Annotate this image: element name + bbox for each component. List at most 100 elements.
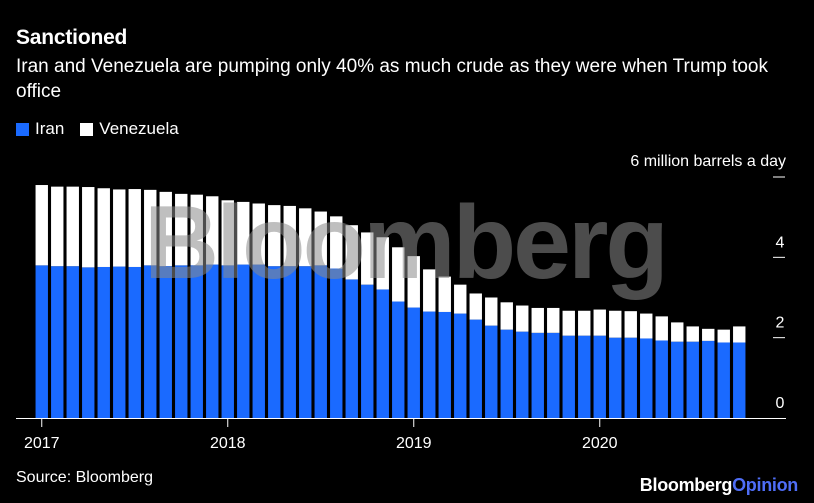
- bar-iran-37: [609, 337, 622, 418]
- brand-main: Bloomberg: [639, 475, 733, 495]
- bar-iran-38: [624, 337, 637, 418]
- bar-iran-16: [283, 266, 296, 418]
- brand-logo: BloombergOpinion: [639, 475, 799, 496]
- bar-iran-17: [299, 266, 312, 418]
- bar-venezuela-9: [175, 193, 188, 266]
- bar-iran-27: [454, 313, 467, 418]
- bar-venezuela-4: [97, 188, 110, 267]
- bar-venezuela-37: [609, 310, 622, 338]
- bar-venezuela-20: [345, 225, 358, 280]
- y-tick-label-0: 0: [776, 395, 785, 412]
- bar-iran-6: [128, 266, 141, 418]
- bar-venezuela-31: [516, 305, 529, 332]
- bar-iran-20: [345, 279, 358, 418]
- bar-iran-0: [35, 265, 48, 418]
- bar-venezuela-40: [655, 316, 668, 341]
- source-note: Source: Bloomberg: [16, 469, 153, 486]
- bar-venezuela-5: [113, 189, 126, 267]
- bar-iran-32: [531, 332, 544, 418]
- chart-subtitle: Iran and Venezuela are pumping only 40% …: [16, 56, 768, 102]
- bar-venezuela-19: [330, 216, 343, 269]
- bar-venezuela-10: [190, 194, 203, 266]
- bar-venezuela-2: [66, 186, 79, 267]
- bar-iran-21: [361, 284, 374, 418]
- x-tick-label-2018: 2018: [210, 435, 246, 452]
- bar-venezuela-41: [671, 322, 684, 342]
- bar-iran-29: [485, 325, 498, 418]
- legend-item-iran: Iran: [16, 119, 64, 139]
- bar-iran-10: [190, 265, 203, 418]
- bar-iran-24: [407, 307, 420, 418]
- bar-iran-1: [51, 266, 64, 418]
- bar-venezuela-33: [547, 307, 560, 333]
- bar-iran-28: [469, 319, 482, 418]
- bar-venezuela-35: [578, 310, 591, 336]
- bar-iran-19: [330, 268, 343, 418]
- brand-accent: Opinion: [732, 475, 798, 495]
- bar-iran-7: [144, 265, 157, 418]
- x-tick-label-2017: 2017: [24, 435, 60, 452]
- bar-iran-43: [702, 340, 715, 418]
- bar-venezuela-24: [407, 256, 420, 308]
- bar-venezuela-44: [717, 329, 730, 343]
- legend-item-venezuela: Venezuela: [80, 119, 179, 139]
- bar-venezuela-14: [252, 203, 265, 265]
- bar-iran-3: [82, 267, 95, 419]
- bar-iran-25: [423, 311, 436, 418]
- watermark-logo: Bloomberg: [144, 185, 666, 301]
- bar-venezuela-11: [206, 196, 219, 265]
- bar-venezuela-6: [128, 189, 141, 267]
- bar-venezuela-12: [221, 200, 234, 266]
- y-tick-label-4: 4: [776, 234, 785, 251]
- bar-venezuela-25: [423, 269, 436, 312]
- legend-swatch-venezuela: [80, 122, 94, 136]
- bar-iran-34: [562, 335, 575, 418]
- bar-venezuela-36: [593, 309, 606, 336]
- bar-venezuela-23: [392, 247, 405, 302]
- bar-iran-22: [376, 289, 389, 418]
- bar-venezuela-34: [562, 310, 575, 336]
- bar-venezuela-0: [35, 185, 48, 266]
- bar-venezuela-42: [686, 326, 699, 342]
- bar-iran-14: [252, 264, 265, 418]
- bar-iran-30: [500, 329, 513, 418]
- bar-venezuela-38: [624, 311, 637, 338]
- bar-iran-15: [268, 266, 281, 418]
- bar-iran-13: [237, 264, 250, 418]
- y-axis: 0 2 4 6 million barrels a day: [630, 153, 786, 412]
- y-unit-label: 6 million barrels a day: [630, 153, 786, 170]
- x-tick-label-2019: 2019: [396, 435, 432, 452]
- bar-iran-33: [547, 332, 560, 418]
- bar-venezuela-45: [733, 326, 746, 343]
- bar-venezuela-26: [438, 276, 451, 312]
- bar-venezuela-18: [314, 211, 327, 266]
- bar-iran-12: [221, 265, 234, 418]
- bars-group: [35, 185, 746, 419]
- bar-iran-26: [438, 311, 451, 418]
- bar-iran-2: [66, 266, 79, 418]
- x-axis: 2017 2018 2019 2020: [24, 418, 618, 452]
- legend-swatch-iran: [16, 122, 29, 136]
- bar-venezuela-13: [237, 201, 250, 265]
- bar-iran-39: [640, 338, 653, 418]
- bar-iran-5: [113, 266, 126, 418]
- bar-iran-4: [97, 266, 110, 418]
- chart-title: Sanctioned: [16, 26, 128, 49]
- bar-iran-9: [175, 265, 188, 418]
- bar-venezuela-27: [454, 284, 467, 314]
- bar-venezuela-16: [283, 205, 296, 267]
- bar-iran-35: [578, 335, 591, 418]
- bar-iran-11: [206, 264, 219, 418]
- bar-venezuela-32: [531, 307, 544, 333]
- bar-iran-40: [655, 340, 668, 418]
- bar-iran-45: [733, 342, 746, 418]
- bar-venezuela-17: [299, 208, 312, 267]
- bar-venezuela-39: [640, 313, 653, 339]
- legend-label-venezuela: Venezuela: [99, 119, 179, 138]
- bar-venezuela-3: [82, 187, 95, 268]
- bar-iran-44: [717, 342, 730, 418]
- y-tick-label-2: 2: [776, 315, 785, 332]
- bar-iran-41: [671, 341, 684, 418]
- bar-venezuela-30: [500, 302, 513, 330]
